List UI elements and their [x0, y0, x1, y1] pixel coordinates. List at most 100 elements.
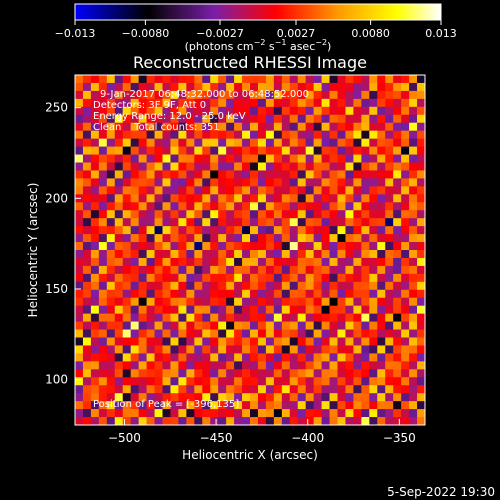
heatmap-cell: [329, 257, 338, 267]
heatmap-cell: [154, 281, 163, 291]
heatmap-cell: [369, 385, 378, 394]
heatmap-cell: [305, 273, 315, 283]
heatmap-cell: [393, 138, 402, 147]
heatmap-cell: [409, 178, 418, 187]
heatmap-cell: [321, 218, 330, 227]
heatmap-cell: [146, 186, 155, 195]
heatmap-cell: [401, 122, 410, 132]
heatmap-cell: [401, 186, 410, 195]
heatmap-cell: [273, 289, 283, 299]
heatmap-cell: [210, 289, 219, 299]
heatmap-cell: [273, 130, 283, 140]
heatmap-cell: [186, 194, 195, 203]
heatmap-cell: [170, 353, 179, 362]
heatmap-cell: [401, 297, 410, 307]
heatmap-cell: [313, 186, 322, 195]
heatmap-cell: [234, 345, 243, 354]
heatmap-cell: [401, 345, 410, 354]
heatmap-cell: [281, 337, 291, 346]
heatmap-cell: [345, 353, 354, 362]
heatmap-cell: [377, 242, 386, 251]
heatmap-cell: [90, 353, 100, 362]
heatmap-cell: [75, 337, 84, 346]
heatmap-cell: [242, 250, 251, 259]
heatmap-cell: [313, 114, 322, 124]
heatmap-cell: [218, 186, 227, 195]
heatmap-cell: [313, 377, 322, 386]
heatmap-cell: [401, 130, 410, 140]
y-tick-label: 100: [45, 373, 68, 387]
heatmap-cell: [297, 250, 307, 259]
heatmap-cell: [178, 409, 187, 418]
heatmap-cell: [218, 162, 227, 171]
heatmap-cell: [377, 297, 386, 307]
heatmap-cell: [194, 218, 203, 227]
heatmap-cell: [178, 377, 187, 386]
heatmap-cell: [98, 98, 108, 108]
heatmap-cell: [289, 281, 299, 291]
heatmap-cell: [385, 297, 394, 307]
heatmap-cell: [353, 313, 362, 322]
heatmap-cell: [265, 194, 275, 203]
heatmap-cell: [265, 178, 275, 187]
heatmap-cell: [82, 138, 92, 147]
heatmap-cell: [242, 162, 251, 171]
heatmap-cell: [122, 178, 132, 187]
heatmap-cell: [138, 361, 147, 370]
heatmap-cell: [130, 305, 140, 315]
heatmap-cell: [210, 393, 219, 402]
heatmap-cell: [409, 106, 418, 116]
heatmap-cell: [154, 170, 163, 179]
heatmap-cell: [130, 361, 140, 370]
heatmap-cell: [106, 369, 116, 378]
heatmap-cell: [377, 337, 386, 346]
heatmap-cell: [337, 234, 346, 243]
heatmap-cell: [138, 98, 147, 108]
heatmap-cell: [409, 289, 418, 299]
heatmap-cell: [194, 281, 203, 291]
heatmap-cell: [242, 313, 251, 322]
heatmap-cell: [162, 202, 171, 211]
heatmap-cell: [361, 305, 370, 315]
heatmap-cell: [130, 385, 140, 394]
heatmap-cell: [218, 329, 227, 338]
heatmap-cell: [250, 257, 259, 267]
heatmap-cell: [273, 417, 283, 426]
heatmap-cell: [106, 393, 116, 402]
heatmap-cell: [257, 337, 267, 346]
heatmap-cell: [281, 194, 291, 203]
heatmap-cell: [289, 202, 299, 211]
heatmap-cell: [329, 361, 338, 370]
heatmap-cell: [114, 297, 124, 307]
heatmap-cell: [361, 369, 370, 378]
heatmap-cell: [377, 289, 386, 299]
heatmap-cell: [313, 130, 322, 140]
heatmap-cell: [138, 377, 147, 386]
heatmap-cell: [178, 90, 187, 100]
heatmap-cell: [226, 82, 235, 92]
colorbar-tick-label: −0.0027: [196, 27, 244, 40]
heatmap-cell: [329, 329, 338, 338]
heatmap-cell: [265, 90, 275, 100]
heatmap-cell: [234, 377, 243, 386]
heatmap-cell: [265, 202, 275, 211]
heatmap-cell: [305, 234, 315, 243]
heatmap-cell: [409, 377, 418, 386]
heatmap-cell: [90, 409, 100, 418]
heatmap-cell: [250, 138, 259, 147]
heatmap-cell: [194, 130, 203, 140]
heatmap-cell: [297, 321, 307, 330]
heatmap-cell: [313, 329, 322, 338]
heatmap-cell: [361, 210, 370, 219]
heatmap-cell: [170, 385, 179, 394]
heatmap-cell: [146, 281, 155, 291]
heatmap-cell: [75, 377, 84, 386]
heatmap-cell: [305, 186, 315, 195]
heatmap-cell: [385, 393, 394, 402]
heatmap-cell: [210, 257, 219, 267]
heatmap-cell: [265, 297, 275, 307]
heatmap-cell: [122, 409, 132, 418]
heatmap-cell: [242, 210, 251, 219]
heatmap-cell: [281, 297, 291, 307]
heatmap-cell: [273, 178, 283, 187]
